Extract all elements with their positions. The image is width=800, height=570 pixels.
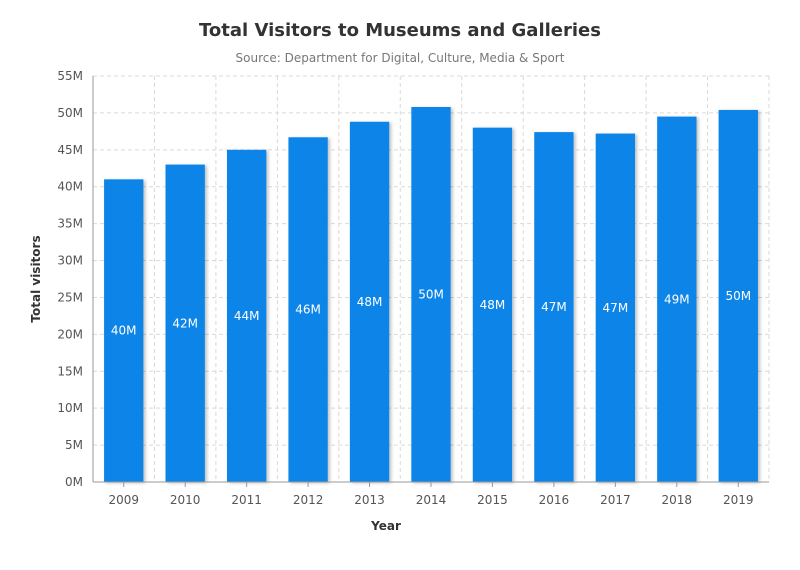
bar-2010[interactable] [165,164,205,482]
bar-2017[interactable] [595,133,636,482]
y-tick-label: 25M [57,290,83,304]
y-tick-label: 20M [57,327,83,341]
x-tick-label: 2014 [416,493,447,507]
bar-data-label: 50M [418,288,444,302]
bar-2012[interactable] [288,137,328,482]
y-tick-label: 40M [57,180,83,194]
bar-2013[interactable] [349,121,390,482]
y-tick-label: 15M [57,364,83,378]
y-tick-label: 0M [65,475,83,489]
bar-data-label: 48M [480,298,506,312]
x-tick-label: 2016 [539,493,570,507]
bar-data-label: 47M [603,301,629,315]
bar-2018[interactable] [657,116,697,482]
x-tick-label: 2012 [293,493,324,507]
x-tick-label: 2009 [108,493,139,507]
chart-subtitle: Source: Department for Digital, Culture,… [235,51,565,65]
x-tick-label: 2013 [354,493,385,507]
y-tick-label: 55M [57,69,83,83]
bar-data-label: 40M [111,324,137,338]
bar-data-label: 49M [664,292,690,306]
bar-2019[interactable] [718,109,758,482]
bar-2014[interactable] [411,107,451,483]
x-tick-label: 2010 [170,493,201,507]
x-tick-label: 2019 [723,493,754,507]
bar-data-label: 48M [357,295,383,309]
bar-2015[interactable] [472,127,513,482]
y-tick-label: 50M [57,106,83,120]
x-tick-label: 2015 [477,493,508,507]
bar-2009[interactable] [104,179,144,482]
y-tick-label: 5M [65,438,83,452]
bar-2016[interactable] [534,132,574,483]
x-tick-label: 2011 [231,493,262,507]
bar-data-label: 46M [295,303,321,317]
bar-data-label: 42M [172,316,198,330]
y-tick-label: 10M [57,401,83,415]
bar-data-label: 50M [725,289,751,303]
chart-title: Total Visitors to Museums and Galleries [199,20,601,41]
axes: 0M 5M 10M 15M 20M 25M 30M 35M 40M 45M 50M 55M 2009 20… [57,69,769,507]
x-tick-label: 2018 [662,493,693,507]
y-tick-label: 30M [57,254,83,268]
y-tick-label: 45M [57,143,83,157]
bar-data-label: 44M [234,309,260,323]
bar-2011[interactable] [226,149,267,482]
bar-data-label: 47M [541,300,567,314]
x-axis-title: Year [370,519,401,533]
x-tick-label: 2017 [600,493,631,507]
bars: 40M 42M 44M 46M 48M 50M 48M 47M 47M 49M 50M [104,107,758,483]
y-tick-label: 35M [57,217,83,231]
y-axis-title: Total visitors [29,235,43,322]
